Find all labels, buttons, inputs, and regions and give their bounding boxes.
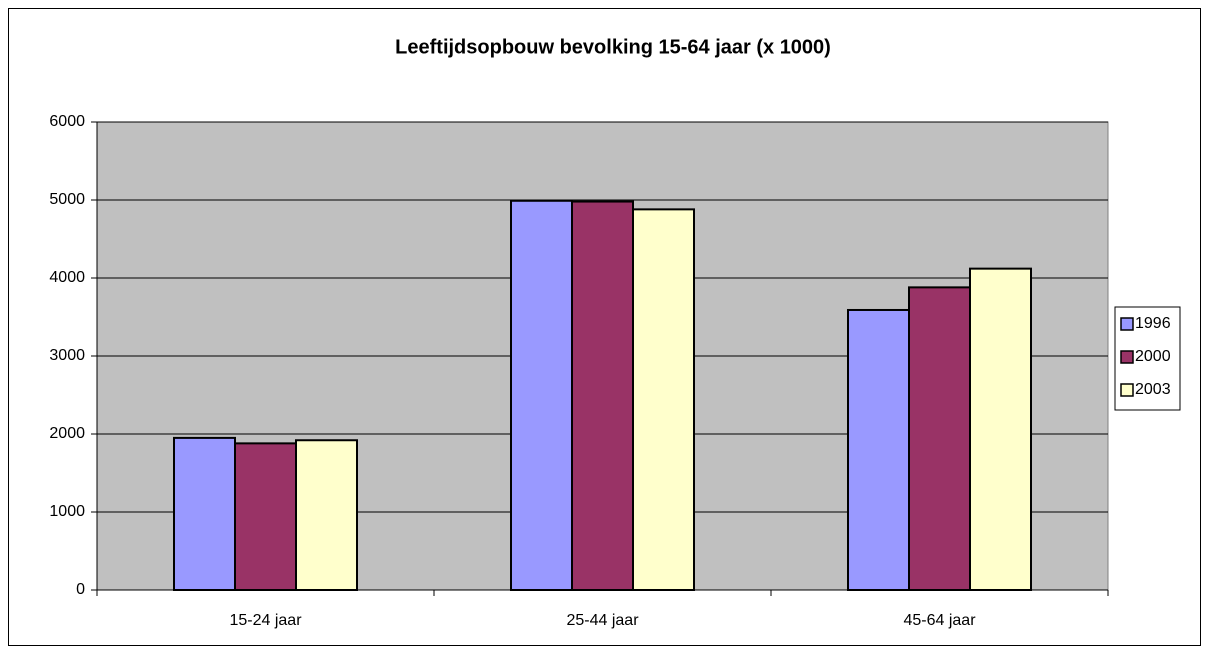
x-tick-label: 15-24 jaar (229, 612, 302, 629)
y-tick-label: 2000 (49, 425, 85, 442)
y-tick-label: 4000 (49, 269, 85, 286)
legend-label: 2003 (1135, 381, 1171, 398)
bar (908, 286, 971, 591)
bar (234, 442, 297, 591)
legend-swatch (1120, 383, 1134, 397)
x-tick-label: 25-44 jaar (566, 612, 639, 629)
bar (969, 267, 1032, 591)
y-tick-label: 1000 (49, 503, 85, 520)
bar (510, 199, 573, 591)
legend-swatch (1120, 350, 1134, 364)
y-tick-label: 3000 (49, 347, 85, 364)
bar (847, 308, 910, 591)
chart-title: Leeftijdsopbouw bevolking 15-64 jaar (x … (395, 36, 831, 58)
bar (295, 439, 358, 591)
bar (571, 200, 634, 591)
y-tick-label: 0 (76, 581, 85, 598)
y-tick-label: 5000 (49, 191, 85, 208)
legend-label: 2000 (1135, 348, 1171, 365)
y-tick-label: 6000 (49, 113, 85, 130)
bar (632, 208, 695, 592)
bar (173, 436, 236, 591)
x-tick-label: 45-64 jaar (903, 612, 976, 629)
legend-swatch (1120, 317, 1134, 331)
legend-label: 1996 (1135, 315, 1171, 332)
